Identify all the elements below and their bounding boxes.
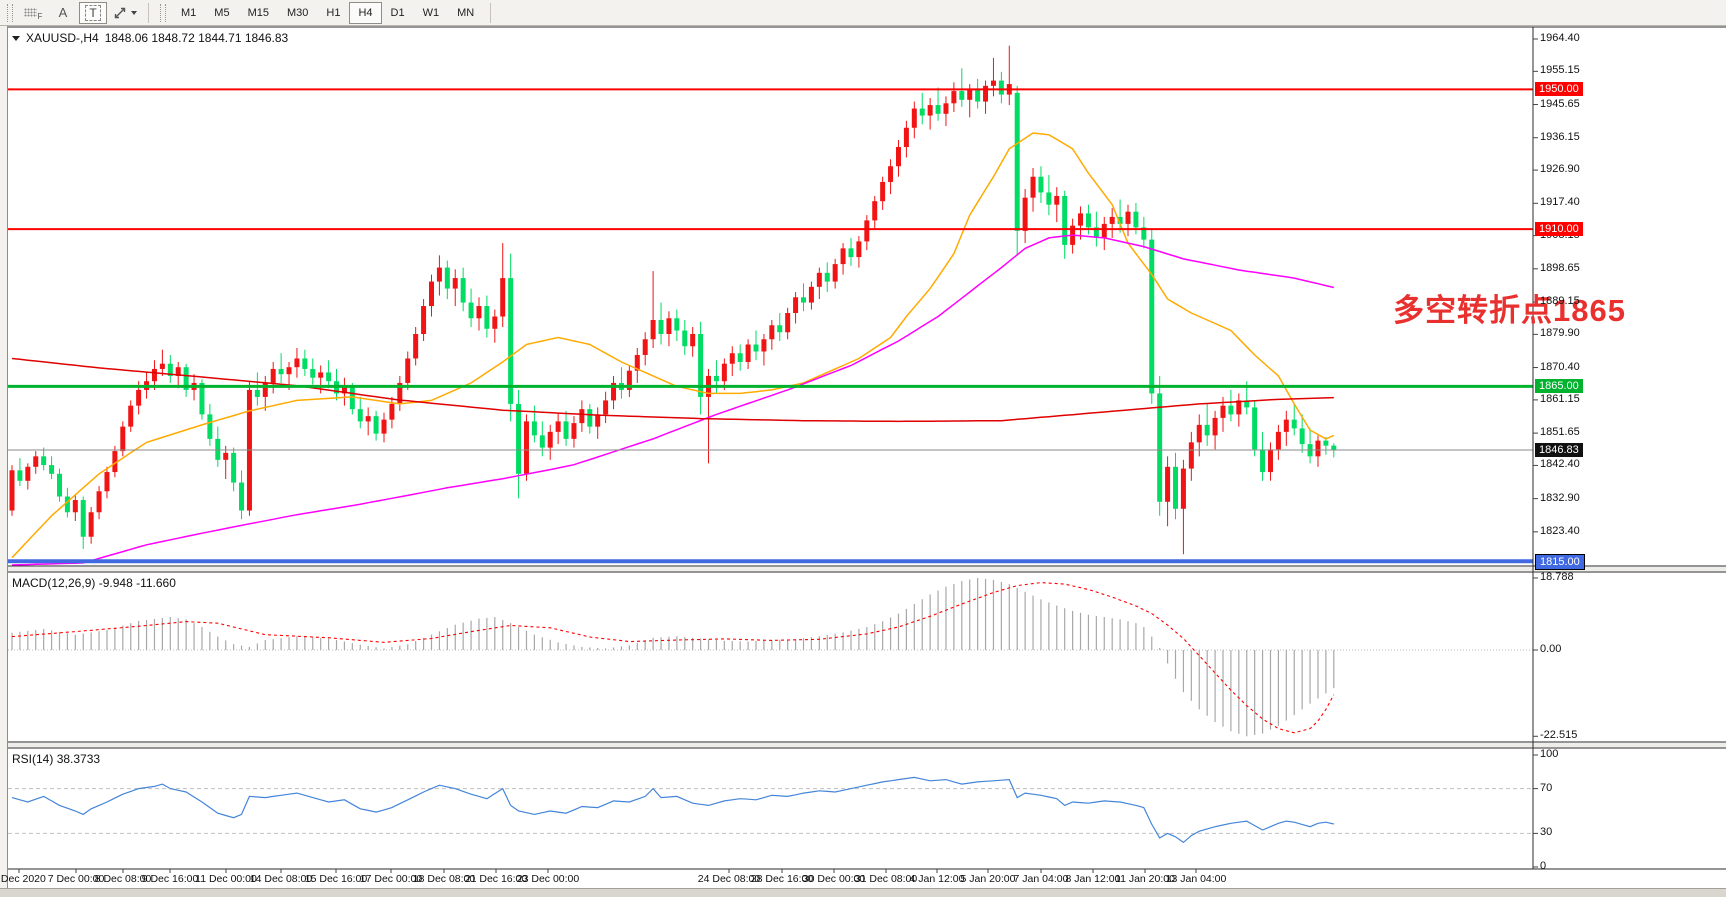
price-tick-1955.15: 1955.15 <box>1540 64 1580 77</box>
macd-header: MACD(12,26,9) -9.948 -11.660 <box>12 576 176 590</box>
price-tick-1870.40: 1870.40 <box>1540 360 1580 373</box>
arrows-tool-icon <box>114 7 126 18</box>
dotted-grid-button[interactable]: F <box>19 2 47 24</box>
rsi-value: 38.3733 <box>56 752 101 766</box>
price-tag-1950.00: 1950.00 <box>1535 82 1583 97</box>
timeframe-button-D1[interactable]: D1 <box>390 6 405 19</box>
time-label: 9 Dec 16:00 <box>141 873 199 885</box>
panel-frames <box>0 26 1726 873</box>
time-label: 11 Jan 20:00 <box>1115 873 1175 885</box>
price-tick-1832.90: 1832.90 <box>1540 491 1580 504</box>
rsi-tick-30: 30 <box>1540 826 1553 839</box>
time-label: 24 Dec 08:00 <box>697 873 761 885</box>
timeframe-toolbar-grip[interactable] <box>160 3 166 22</box>
rsi-line <box>11 776 1334 844</box>
rsi-header: RSI(14) 38.3733 <box>12 752 100 766</box>
price-tick-1936.15: 1936.15 <box>1540 130 1580 143</box>
macd-signal-line <box>11 582 1335 734</box>
timeframe-button-M1[interactable]: M1 <box>181 6 197 19</box>
macd-tick-0.00: 0.00 <box>1540 643 1562 655</box>
ma-magenta <box>11 234 1334 566</box>
price-tick-1861.15: 1861.15 <box>1540 392 1580 405</box>
toolbar-separator-2 <box>490 2 492 23</box>
timeframe-button-M30[interactable]: M30 <box>286 6 309 19</box>
dotted-grid-label: F <box>37 11 43 21</box>
chart-symbol-ohlc: XAUUSD-,H4 1848.06 1848.72 1844.71 1846.… <box>12 31 288 45</box>
time-label: 28 Dec 16:00 <box>750 873 814 885</box>
time-label: 23 Dec 00:00 <box>516 873 580 885</box>
price-tick-1945.65: 1945.65 <box>1540 97 1580 110</box>
macd-histogram <box>11 578 1335 737</box>
price-tick-1889.15: 1889.15 <box>1540 295 1580 308</box>
rsi-tick-70: 70 <box>1540 781 1553 794</box>
toolbar-grip[interactable] <box>7 3 13 22</box>
symbol-period-label: XAUUSD-,H4 <box>26 31 99 45</box>
time-label: 21 Dec 16:00 <box>464 873 528 885</box>
chart-annotation-text[interactable]: 多空转折点1865 <box>1393 293 1626 328</box>
time-label: 7 Jan 04:00 <box>1013 873 1069 885</box>
price-tick-1879.90: 1879.90 <box>1540 327 1580 340</box>
time-label: 31 Dec 08:00 <box>854 873 918 885</box>
price-tick-1851.65: 1851.65 <box>1540 426 1580 439</box>
time-label: 7 Dec 00:00 <box>47 873 105 885</box>
text-tool-button[interactable]: T <box>79 1 107 24</box>
price-tick-1964.40: 1964.40 <box>1540 32 1580 44</box>
timeframe-button-W1[interactable]: W1 <box>422 6 440 19</box>
current-price-tag: 1846.83 <box>1535 442 1583 457</box>
time-label: 30 Dec 00:00 <box>802 873 866 885</box>
price-tick-1842.40: 1842.40 <box>1540 458 1580 471</box>
time-label: 8 Dec 08:00 <box>94 873 152 885</box>
rsi-tick-100: 100 <box>1540 748 1559 760</box>
ohlc-values: 1848.06 1848.72 1844.71 1846.83 <box>104 31 289 45</box>
price-tick-1926.90: 1926.90 <box>1540 163 1580 176</box>
time-label: 14 Dec 08:00 <box>249 873 313 885</box>
time-label: 13 Jan 04:00 <box>1165 873 1227 885</box>
toolbar-separator <box>148 2 149 23</box>
timeframe-button-H4[interactable]: H4 <box>349 1 382 24</box>
price-tag-1910.00: 1910.00 <box>1535 222 1583 237</box>
ma-orange <box>11 132 1335 559</box>
price-tick-1898.65: 1898.65 <box>1540 261 1580 274</box>
window-bottom-strip <box>0 888 1726 897</box>
price-tag-1865.00: 1865.00 <box>1535 379 1583 394</box>
label-tool-icon: A <box>58 5 68 20</box>
macd-tick-18.788: 18.788 <box>1540 571 1574 583</box>
time-label: 15 Dec 16:00 <box>304 873 368 885</box>
ma-red <box>11 357 1334 423</box>
time-label: 4 Jan 12:00 <box>909 873 965 885</box>
time-label: 17 Dec 00:00 <box>359 873 423 885</box>
time-label: 11 Dec 00:00 <box>195 873 257 885</box>
text-tool-icon: T <box>85 4 101 21</box>
rsi-tick-0: 0 <box>1540 860 1547 872</box>
time-label: 5 Jan 20:00 <box>960 873 1016 885</box>
candlestick-layer <box>9 45 1337 555</box>
timeframe-button-MN[interactable]: MN <box>457 6 475 19</box>
label-tool-button[interactable]: A <box>49 2 77 24</box>
price-tick-1917.40: 1917.40 <box>1540 196 1580 209</box>
time-label: 18 Dec 08:00 <box>412 873 476 885</box>
time-label: 8 Jan 12:00 <box>1065 873 1121 885</box>
arrows-tool-button[interactable] <box>109 2 141 24</box>
timeframe-button-group: M1 M5 M15 M30 H1 H4 D1 W1 MN <box>172 1 483 24</box>
macd-tick--22.515: -22.515 <box>1540 729 1578 742</box>
macd-values: -9.948 -11.660 <box>98 576 176 590</box>
timeframe-button-M15[interactable]: M15 <box>247 6 269 19</box>
timeframe-button-H1[interactable]: H1 <box>326 6 341 19</box>
macd-label: MACD(12,26,9) <box>12 576 96 590</box>
time-label: 3 Dec 2020 <box>0 873 46 885</box>
window-left-edge <box>0 26 8 896</box>
rsi-label: RSI(14) <box>12 752 54 766</box>
dotted-grid-icon <box>23 8 37 17</box>
chart-dropdown-caret-icon[interactable] <box>12 35 20 41</box>
arrows-dropdown-caret-icon <box>131 10 137 15</box>
toolbar: F A T M1 M5 M15 M30 H1 H4 D1 W1 MN <box>0 0 1726 26</box>
timeframe-button-M5[interactable]: M5 <box>214 6 230 19</box>
price-tick-1823.40: 1823.40 <box>1540 524 1580 537</box>
price-tag-1815.00: 1815.00 <box>1535 554 1585 571</box>
